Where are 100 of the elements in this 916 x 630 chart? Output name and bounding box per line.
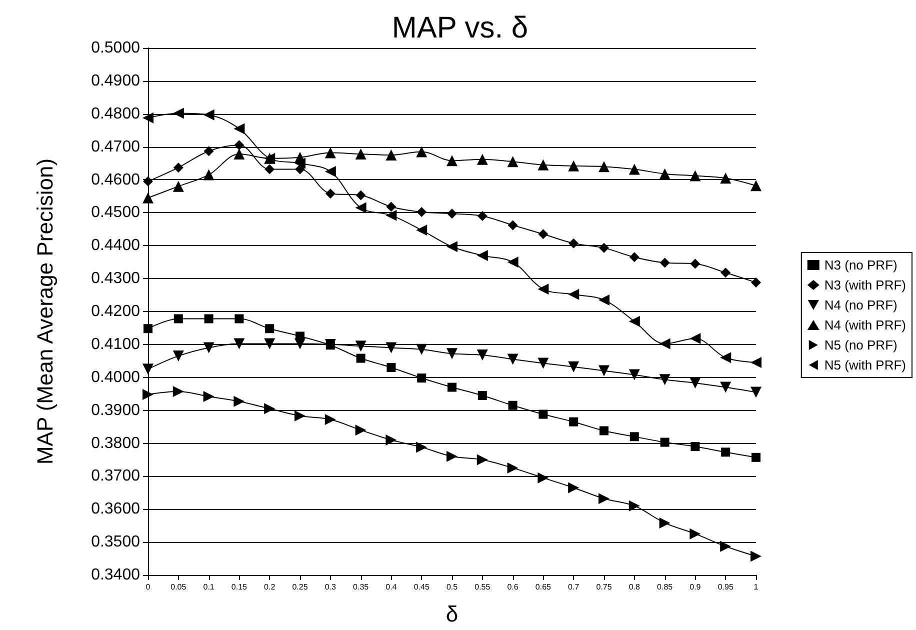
x-tick-label: 0.65 (535, 582, 552, 592)
y-tick-label: 0.3500 (91, 534, 140, 551)
point (508, 220, 518, 230)
y-tick-label: 0.3900 (91, 402, 140, 419)
point (172, 108, 184, 119)
point (144, 324, 152, 334)
point (538, 229, 548, 240)
point (355, 202, 366, 214)
point (659, 517, 670, 528)
point (295, 164, 305, 174)
y-tick-label: 0.3400 (91, 566, 140, 584)
point (203, 342, 214, 354)
point (264, 403, 276, 414)
y-tick-label: 0.3700 (91, 468, 140, 485)
point (628, 164, 640, 175)
point (720, 352, 732, 364)
point (203, 169, 214, 180)
point (628, 369, 640, 380)
x-tick-label: 0.75 (596, 582, 612, 592)
point (446, 450, 458, 462)
x-tick-label: 0.95 (718, 582, 734, 592)
point (234, 314, 244, 324)
point (750, 386, 762, 398)
point (417, 374, 426, 383)
point (386, 434, 397, 446)
point (386, 150, 397, 161)
point (507, 156, 518, 168)
point (294, 158, 306, 169)
legend-label: N4 (no PRF) (824, 298, 898, 312)
point (721, 448, 730, 457)
point (356, 354, 366, 363)
x-tick-label: 0.55 (474, 582, 491, 592)
y-tick-label: 0.4500 (91, 204, 140, 222)
x-tick-label: 0.1 (203, 582, 215, 592)
point (386, 342, 397, 354)
point (203, 390, 214, 402)
legend-label: N3 (no PRF) (824, 258, 898, 272)
point (265, 324, 274, 334)
legend-label: N4 (with PRF) (824, 318, 906, 332)
point (172, 350, 184, 362)
x-tick-label: 0.2 (264, 582, 276, 592)
point (356, 190, 366, 200)
point (720, 172, 732, 184)
point (750, 550, 762, 562)
point (234, 148, 245, 160)
point (324, 147, 336, 158)
point (538, 472, 549, 484)
chart-title: MAP vs. δ (392, 12, 528, 44)
legend-label: N3 (with PRF) (824, 278, 906, 292)
y-tick-label: 0.4700 (91, 138, 140, 156)
x-tick-label: 0.3 (324, 582, 337, 592)
point (478, 390, 487, 400)
point (142, 364, 154, 375)
point (659, 374, 670, 386)
point (750, 357, 762, 368)
point (234, 123, 245, 134)
point (507, 354, 518, 365)
point (416, 442, 428, 453)
point (568, 288, 580, 300)
y-tick-label: 0.5000 (91, 40, 140, 56)
point (142, 112, 154, 124)
point (172, 180, 184, 192)
point (538, 358, 549, 369)
x-tick-label: 0.05 (170, 582, 187, 592)
point (659, 168, 670, 180)
point (751, 278, 761, 288)
point (720, 540, 732, 552)
x-tick-label: 0.6 (507, 582, 519, 592)
point (416, 224, 428, 236)
x-axis-title: δ (446, 602, 458, 626)
point (752, 452, 760, 462)
point (690, 258, 700, 269)
y-tick-label: 0.4600 (91, 171, 140, 188)
point (173, 162, 184, 173)
point (143, 176, 153, 186)
point (568, 361, 580, 372)
point (568, 160, 580, 172)
point (720, 382, 732, 393)
x-tick-label: 0.85 (657, 582, 674, 592)
point (660, 438, 670, 447)
x-tick-label: 0.8 (628, 582, 641, 592)
point (568, 238, 579, 248)
point (264, 164, 275, 174)
x-tick-label: 0.4 (386, 582, 398, 592)
point (355, 148, 366, 160)
y-tick-label: 0.4200 (91, 303, 140, 320)
x-tick-label: 0.9 (690, 582, 702, 592)
point (476, 250, 488, 262)
y-tick-label: 0.4000 (91, 368, 140, 386)
point (690, 442, 700, 452)
legend-label: N5 (with PRF) (824, 358, 906, 372)
point (508, 400, 518, 410)
point (416, 207, 427, 218)
point (355, 340, 366, 352)
point (264, 338, 276, 350)
point (324, 166, 336, 178)
point (660, 258, 670, 268)
point (294, 338, 306, 350)
y-tick-label: 0.3800 (91, 434, 140, 452)
point (234, 140, 244, 150)
